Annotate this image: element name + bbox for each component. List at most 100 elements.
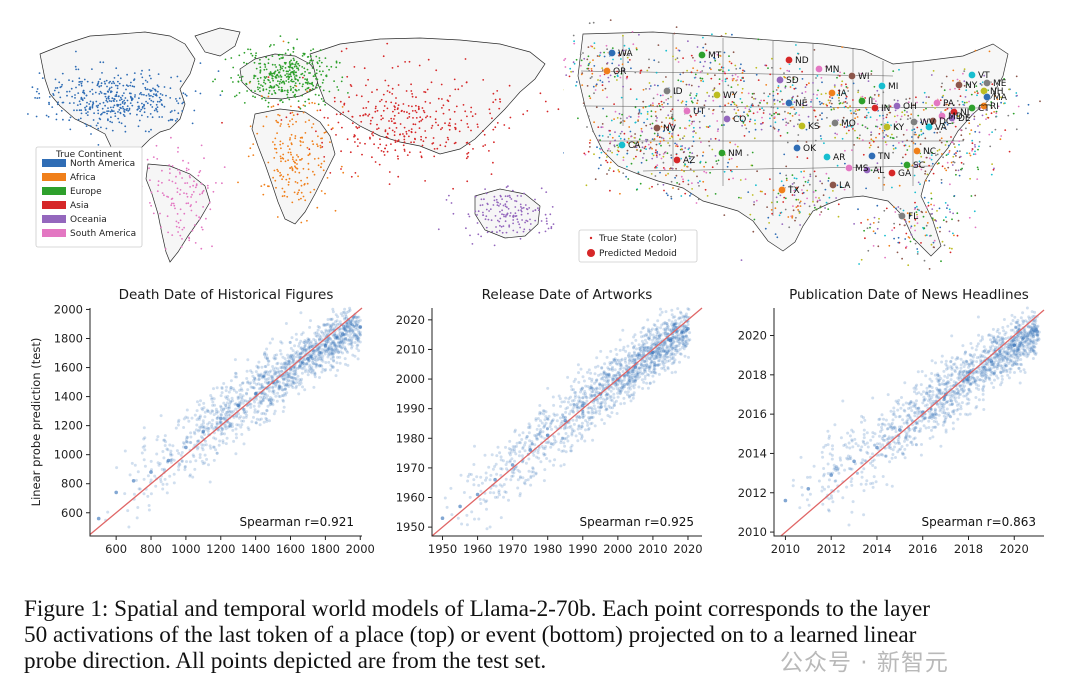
scatter-point — [979, 353, 983, 357]
scatter-point — [253, 376, 257, 380]
scatter-point — [335, 337, 339, 341]
scatter-point — [632, 386, 636, 390]
scatter-point — [352, 324, 356, 328]
scatter-point — [682, 318, 686, 322]
state-label: OK — [803, 144, 817, 154]
scatter-point — [1016, 347, 1019, 351]
scatter-point — [292, 359, 296, 363]
scatter-point — [295, 350, 299, 354]
scatter-point — [523, 443, 527, 447]
scatter-point — [309, 370, 313, 374]
scatter-point — [303, 348, 307, 352]
scatter-point — [961, 386, 965, 390]
scatter-point — [279, 366, 283, 369]
scatter-point — [893, 445, 896, 449]
scatter-point — [559, 439, 563, 442]
scatter-point — [327, 347, 331, 351]
scatter-point — [685, 336, 689, 340]
scatter-point — [947, 413, 951, 417]
scatter-point — [885, 437, 889, 441]
scatter-point — [343, 328, 347, 332]
scatter-point — [891, 448, 895, 452]
scatter-point — [679, 336, 683, 340]
scatter-point — [227, 424, 231, 428]
scatter-point — [1014, 325, 1017, 329]
scatter-point — [638, 354, 641, 358]
data-point — [806, 487, 811, 491]
scatter-point — [563, 416, 567, 420]
scatter-point — [661, 360, 664, 364]
scatter-point — [307, 339, 311, 342]
scatter-point — [587, 416, 591, 420]
scatter-point — [893, 427, 897, 431]
scatter-point — [607, 393, 610, 397]
scatter-point — [996, 335, 1000, 339]
scatter-point — [221, 441, 225, 445]
scatter-point — [228, 424, 232, 428]
scatter-point — [257, 401, 261, 405]
scatter-point — [354, 321, 358, 325]
scatter-point — [647, 330, 651, 334]
scatter-point — [245, 413, 249, 417]
scatter-point — [312, 337, 316, 341]
scatter-point — [1017, 348, 1021, 352]
scatter-point — [934, 361, 937, 365]
scatter-point — [989, 363, 993, 367]
scatter-point — [321, 331, 324, 335]
scatter-point — [530, 442, 534, 446]
scatter-point — [1014, 362, 1018, 366]
state-medoid: ID — [663, 87, 683, 97]
scatter-point — [663, 353, 667, 357]
scatter-point — [925, 390, 929, 394]
scatter-point — [536, 437, 540, 441]
scatter-point — [589, 371, 593, 375]
scatter-point — [661, 322, 665, 326]
scatter-point — [599, 383, 602, 387]
scatter-point — [284, 365, 287, 369]
scatter-point — [605, 355, 609, 359]
scatter-point — [657, 334, 661, 338]
scatter-point — [294, 368, 298, 372]
scatter-point — [645, 332, 649, 336]
scatter-point — [267, 399, 271, 403]
scatter-point — [287, 362, 291, 366]
scatter-point — [523, 449, 527, 453]
scatter-point — [683, 341, 687, 345]
scatter-point — [964, 378, 968, 382]
scatter-point — [607, 373, 611, 377]
scatter-point — [646, 354, 650, 358]
scatter-point — [946, 413, 950, 417]
scatter-point — [645, 381, 649, 385]
scatter-point — [1021, 337, 1025, 341]
scatter-point — [549, 421, 553, 425]
scatter-point — [659, 332, 663, 336]
scatter-point — [968, 364, 972, 368]
scatter-point — [261, 375, 265, 379]
scatter-point — [529, 476, 533, 480]
scatter-point — [329, 352, 333, 355]
scatter-point — [678, 347, 682, 351]
scatter-point — [631, 375, 635, 379]
scatter-point — [658, 313, 662, 317]
scatter-point — [913, 436, 917, 440]
scatter-point — [216, 410, 220, 414]
scatter-point — [971, 359, 975, 363]
scatter-point — [1023, 339, 1027, 343]
scatter-point — [229, 385, 233, 389]
scatter-point — [630, 361, 634, 364]
scatter-point — [493, 495, 497, 499]
scatter-point — [567, 425, 571, 429]
scatter-point — [347, 338, 351, 342]
scatter-point — [677, 341, 681, 345]
scatter-point — [654, 328, 658, 331]
scatter-point — [901, 451, 904, 455]
scatter-point — [896, 438, 900, 442]
scatter-point — [326, 350, 330, 354]
scatter-point — [1019, 362, 1022, 366]
scatter-point — [940, 382, 944, 386]
scatter-point — [619, 379, 623, 383]
scatter-point — [576, 439, 580, 443]
scatter-point — [252, 381, 256, 385]
scatter-point — [1015, 349, 1019, 353]
scatter-point — [915, 392, 919, 396]
